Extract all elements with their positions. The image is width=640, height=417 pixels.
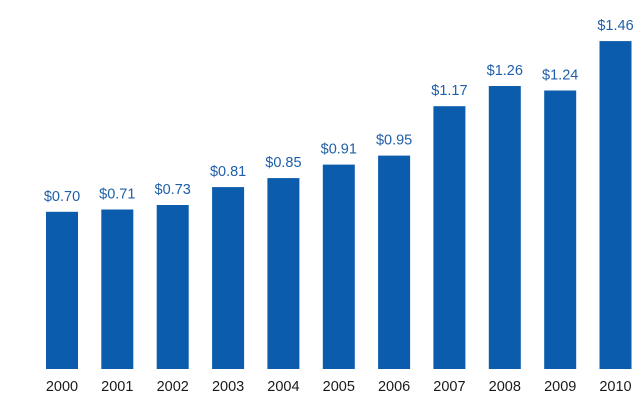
bar-2003 [212,187,245,369]
bar-2000 [46,211,78,369]
value-label-2000: $0.70 [44,189,80,205]
bar-2006 [378,155,411,369]
x-tick-label-2000: 2000 [46,379,78,395]
x-tick-label-2006: 2006 [378,379,410,395]
value-label-2003: $0.81 [210,164,246,180]
bar-2004 [267,178,300,369]
value-label-2006: $0.95 [376,133,412,149]
value-label-2010: $1.46 [597,18,633,34]
x-axis-tick-labels: 2000 2001 2002 2003 2004 2005 2006 2007 2008 2009… [46,379,632,395]
bars-group [46,41,632,369]
x-tick-label-2010: 2010 [599,379,631,395]
bar-2010 [599,41,632,369]
value-label-2004: $0.85 [265,155,301,171]
value-label-2005: $0.91 [321,142,357,158]
bar-2005 [322,164,355,369]
bar-2001 [101,209,134,369]
bar-2002 [156,205,189,369]
x-tick-label-2003: 2003 [212,379,244,395]
value-label-2002: $0.73 [155,182,191,198]
x-tick-label-2005: 2005 [323,379,355,395]
value-label-2001: $0.71 [99,187,135,203]
x-tick-label-2001: 2001 [101,379,133,395]
x-tick-label-2002: 2002 [157,379,189,395]
x-tick-label-2009: 2009 [544,379,576,395]
x-tick-label-2008: 2008 [489,379,521,395]
value-label-2008: $1.26 [487,63,523,79]
bar-2008 [488,86,521,369]
value-label-2009: $1.24 [542,68,578,84]
bar-2009 [544,90,577,369]
value-labels-group: $0.70 $0.71 $0.73 $0.81 $0.85 $0.91 $0.95 $1.17… [44,18,634,205]
x-tick-label-2007: 2007 [433,379,465,395]
value-label-2007: $1.17 [431,83,467,99]
x-tick-label-2004: 2004 [267,379,299,395]
bar-2007 [433,106,466,369]
